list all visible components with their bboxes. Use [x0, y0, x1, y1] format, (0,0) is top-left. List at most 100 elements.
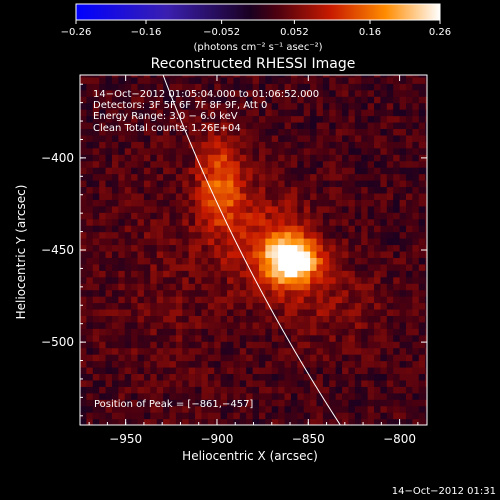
heatmap-cell: [220, 341, 228, 349]
heatmap-cell: [393, 373, 401, 381]
heatmap-cell: [329, 418, 337, 425]
heatmap-cell: [118, 109, 126, 117]
heatmap-cell: [80, 354, 87, 362]
heatmap-cell: [290, 257, 298, 265]
heatmap-cell: [201, 238, 209, 246]
heatmap-cell: [367, 205, 375, 213]
heatmap-cell: [335, 360, 343, 368]
heatmap-cell: [342, 121, 350, 130]
heatmap-cell: [361, 418, 369, 425]
heatmap-cell: [137, 89, 145, 97]
heatmap-cell: [137, 283, 145, 291]
heatmap-cell: [316, 231, 324, 239]
heatmap-cell: [374, 147, 382, 155]
heatmap-cell: [150, 289, 158, 297]
heatmap-cell: [354, 405, 362, 413]
heatmap-cell: [367, 354, 375, 362]
heatmap-cell: [348, 276, 356, 284]
heatmap-cell: [399, 308, 407, 316]
heatmap-cell: [182, 160, 190, 168]
heatmap-cell: [278, 412, 286, 420]
heatmap-cell: [271, 321, 279, 329]
heatmap-cell: [310, 141, 318, 149]
heatmap-cell: [156, 83, 164, 91]
heatmap-cell: [188, 418, 196, 425]
heatmap-cell: [258, 192, 266, 200]
heatmap-cell: [92, 212, 100, 220]
heatmap-cell: [361, 89, 369, 97]
heatmap-cell: [374, 373, 382, 381]
heatmap-cell: [143, 76, 151, 84]
heatmap-cell: [310, 121, 318, 130]
heatmap-cell: [111, 134, 119, 142]
heatmap-cell: [207, 192, 215, 200]
heatmap-cell: [131, 186, 139, 194]
heatmap-cell: [284, 283, 292, 291]
heatmap-cell: [310, 418, 318, 425]
heatmap-cell: [297, 89, 305, 97]
heatmap-cell: [99, 392, 107, 400]
heatmap-cell: [367, 192, 375, 200]
heatmap-cell: [182, 392, 190, 400]
heatmap-cell: [195, 128, 203, 136]
heatmap-cell: [284, 154, 292, 162]
heatmap-cell: [380, 154, 388, 162]
heatmap-cell: [310, 128, 318, 136]
heatmap-cell: [156, 115, 164, 123]
heatmap-cell: [188, 289, 196, 297]
heatmap-cell: [271, 418, 279, 425]
heatmap-cell: [380, 283, 388, 291]
heatmap-cell: [342, 270, 350, 278]
heatmap-cell: [124, 121, 132, 130]
heatmap-cell: [406, 347, 413, 355]
heatmap-cell: [393, 128, 401, 136]
heatmap-cell: [386, 276, 394, 284]
heatmap-cell: [297, 115, 305, 123]
heatmap-cell: [233, 347, 241, 355]
heatmap-cell: [220, 283, 228, 291]
heatmap-cell: [214, 96, 222, 104]
heatmap-cell: [156, 76, 164, 84]
heatmap-cell: [80, 347, 87, 355]
heatmap-cell: [227, 134, 235, 142]
heatmap-cell: [150, 76, 158, 84]
heatmap-cell: [406, 102, 413, 110]
heatmap-cell: [252, 244, 260, 252]
heatmap-cell: [329, 399, 337, 407]
heatmap-cell: [99, 83, 107, 91]
heatmap-cell: [246, 360, 254, 368]
heatmap-cell: [342, 341, 350, 349]
heatmap-cell: [271, 238, 279, 246]
heatmap-cell: [418, 205, 426, 213]
heatmap-cell: [131, 341, 139, 349]
heatmap-cell: [361, 328, 369, 336]
heatmap-cell: [258, 199, 266, 207]
heatmap-cell: [290, 308, 298, 316]
heatmap-cell: [150, 360, 158, 368]
heatmap-cell: [92, 109, 100, 117]
heatmap-cell: [425, 180, 427, 188]
heatmap-cell: [425, 321, 427, 329]
heatmap-cell: [124, 83, 132, 91]
heatmap-cell: [118, 102, 126, 110]
heatmap-cell: [335, 186, 343, 194]
heatmap-cell: [265, 89, 273, 97]
heatmap-cell: [354, 134, 362, 142]
heatmap-cell: [220, 147, 228, 155]
heatmap-cell: [386, 283, 394, 291]
heatmap-cell: [335, 302, 343, 310]
heatmap-cell: [425, 315, 427, 323]
heatmap-cell: [265, 134, 273, 142]
heatmap-cell: [105, 308, 113, 316]
heatmap-cell: [156, 366, 164, 375]
heatmap-cell: [124, 392, 132, 400]
heatmap-cell: [220, 218, 228, 226]
heatmap-cell: [278, 386, 286, 394]
heatmap-cell: [425, 134, 427, 142]
heatmap-cell: [342, 302, 350, 310]
heatmap-cell: [335, 173, 343, 181]
heatmap-cell: [175, 231, 183, 239]
heatmap-cell: [105, 257, 113, 265]
heatmap-cell: [335, 315, 343, 323]
heatmap-cell: [335, 89, 343, 97]
